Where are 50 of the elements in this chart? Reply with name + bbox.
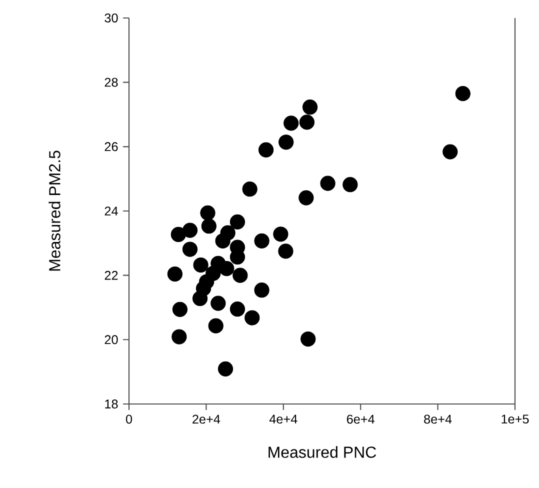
point bbox=[170, 226, 186, 242]
x-tick-label: 0 bbox=[126, 414, 132, 424]
point bbox=[230, 302, 246, 317]
point bbox=[299, 114, 315, 130]
point bbox=[254, 282, 270, 298]
point bbox=[258, 142, 274, 158]
point bbox=[200, 205, 216, 220]
point bbox=[342, 177, 358, 192]
point bbox=[302, 100, 318, 115]
point bbox=[215, 233, 230, 248]
point bbox=[320, 176, 336, 191]
x-axis-title: Measured PNC bbox=[268, 446, 376, 458]
point bbox=[172, 302, 188, 317]
point bbox=[278, 244, 294, 259]
point bbox=[172, 329, 187, 344]
point bbox=[273, 226, 288, 242]
x-tick-label: 4e+4 bbox=[269, 414, 298, 424]
y-tick-label: 22 bbox=[104, 270, 118, 280]
point bbox=[167, 266, 183, 282]
point bbox=[182, 242, 198, 257]
point bbox=[455, 86, 470, 102]
x-tick-label: 8e+4 bbox=[424, 414, 452, 424]
y-axis-title: Measured PM2.5 bbox=[48, 150, 60, 271]
point bbox=[201, 218, 216, 234]
point bbox=[242, 182, 258, 197]
point bbox=[230, 214, 246, 230]
point bbox=[193, 257, 208, 273]
point bbox=[192, 290, 208, 306]
point bbox=[210, 296, 226, 311]
y-tick-label: 30 bbox=[104, 14, 118, 22]
point bbox=[442, 144, 458, 160]
point bbox=[182, 222, 198, 238]
point bbox=[218, 361, 234, 376]
x-tick-label: 2e+4 bbox=[192, 414, 220, 424]
y-tick-label: 28 bbox=[104, 78, 118, 87]
point bbox=[244, 310, 260, 326]
y-tick-label: 24 bbox=[104, 206, 118, 216]
point bbox=[232, 268, 248, 283]
point bbox=[254, 233, 270, 248]
point bbox=[219, 260, 234, 276]
y-tick-label: 20 bbox=[104, 335, 118, 344]
x-tick-label: 1e+5 bbox=[502, 414, 529, 424]
x-tick-label: 6e+4 bbox=[346, 414, 374, 424]
point bbox=[298, 190, 314, 206]
y-tick-label: 18 bbox=[105, 400, 118, 408]
y-tick-label: 26 bbox=[104, 142, 118, 152]
point bbox=[208, 318, 224, 334]
point bbox=[278, 134, 294, 150]
point bbox=[300, 331, 316, 347]
point bbox=[284, 116, 299, 131]
